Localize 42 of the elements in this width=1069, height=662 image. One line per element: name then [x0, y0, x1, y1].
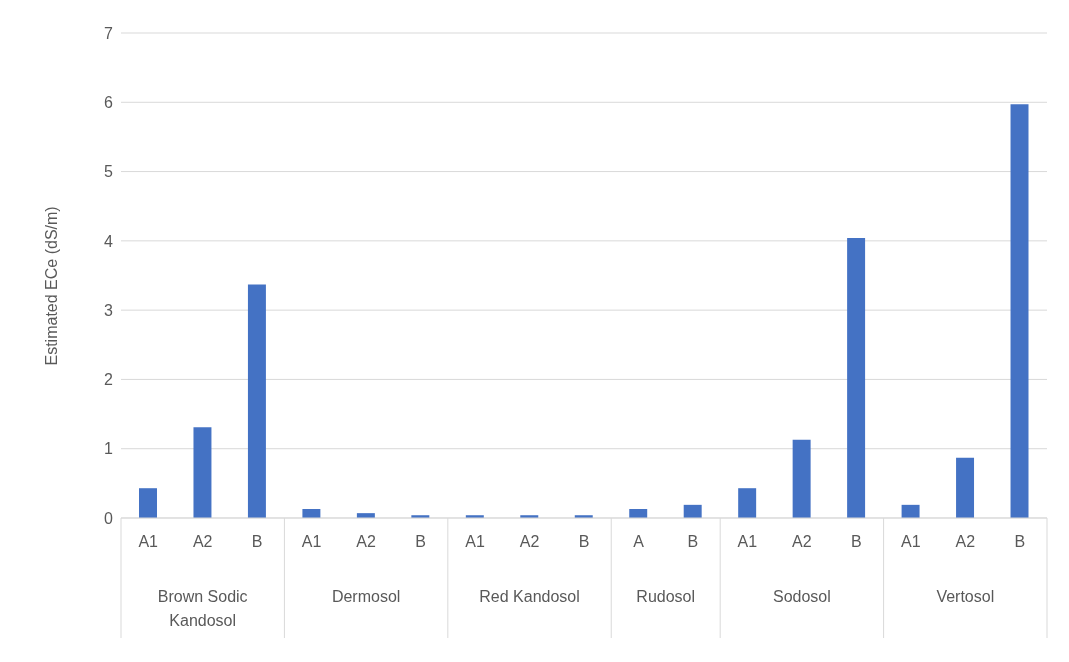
bar [847, 238, 866, 518]
x-tick-label: A1 [737, 533, 758, 551]
x-tick-label: B [415, 533, 426, 551]
x-tick-label: A2 [519, 533, 540, 551]
x-tick-label: A2 [955, 533, 976, 551]
y-tick-label: 7 [104, 24, 114, 42]
x-tick-label: A2 [356, 533, 376, 551]
y-axis-title: Estimated ECe (dS/m) [42, 206, 60, 366]
text: Dermosol [331, 588, 401, 605]
y-tick-label: 0 [104, 509, 114, 527]
text: Brown Sodic Kandosol [157, 588, 248, 629]
bar [193, 427, 212, 518]
x-tick-label: B [1014, 533, 1026, 551]
bar [792, 439, 811, 518]
x-tick-label: B [687, 533, 699, 551]
y-tick-label: 1 [104, 440, 114, 458]
x-tick-label: A [633, 533, 645, 551]
y-tick-label: 2 [104, 371, 114, 389]
x-tick-label: A2 [192, 533, 213, 551]
x-tick-label: B [851, 533, 862, 551]
y-tick-label: 3 [104, 301, 114, 319]
bar [1010, 104, 1029, 518]
x-tick-label: A2 [792, 533, 812, 551]
bar [683, 504, 702, 518]
x-tick-label: A1 [901, 533, 921, 551]
x-tick-label: A1 [465, 533, 485, 551]
bar [956, 457, 975, 518]
text: Red Kandosol [479, 588, 580, 605]
x-tick-label: A1 [301, 533, 322, 551]
x-tick-label: B [251, 533, 263, 551]
text: Rudosol [636, 588, 696, 605]
text: Vertosol [936, 588, 995, 605]
bar [139, 488, 157, 518]
y-tick-label: 5 [104, 163, 114, 181]
x-tick-label: A1 [138, 533, 159, 551]
y-tick-label: 4 [104, 232, 114, 250]
x-tick-label: B [578, 533, 590, 551]
bar [901, 504, 920, 518]
bar [738, 488, 757, 518]
y-tick-label: 6 [104, 93, 114, 111]
text: Sodosol [772, 588, 831, 605]
bar [247, 284, 266, 518]
